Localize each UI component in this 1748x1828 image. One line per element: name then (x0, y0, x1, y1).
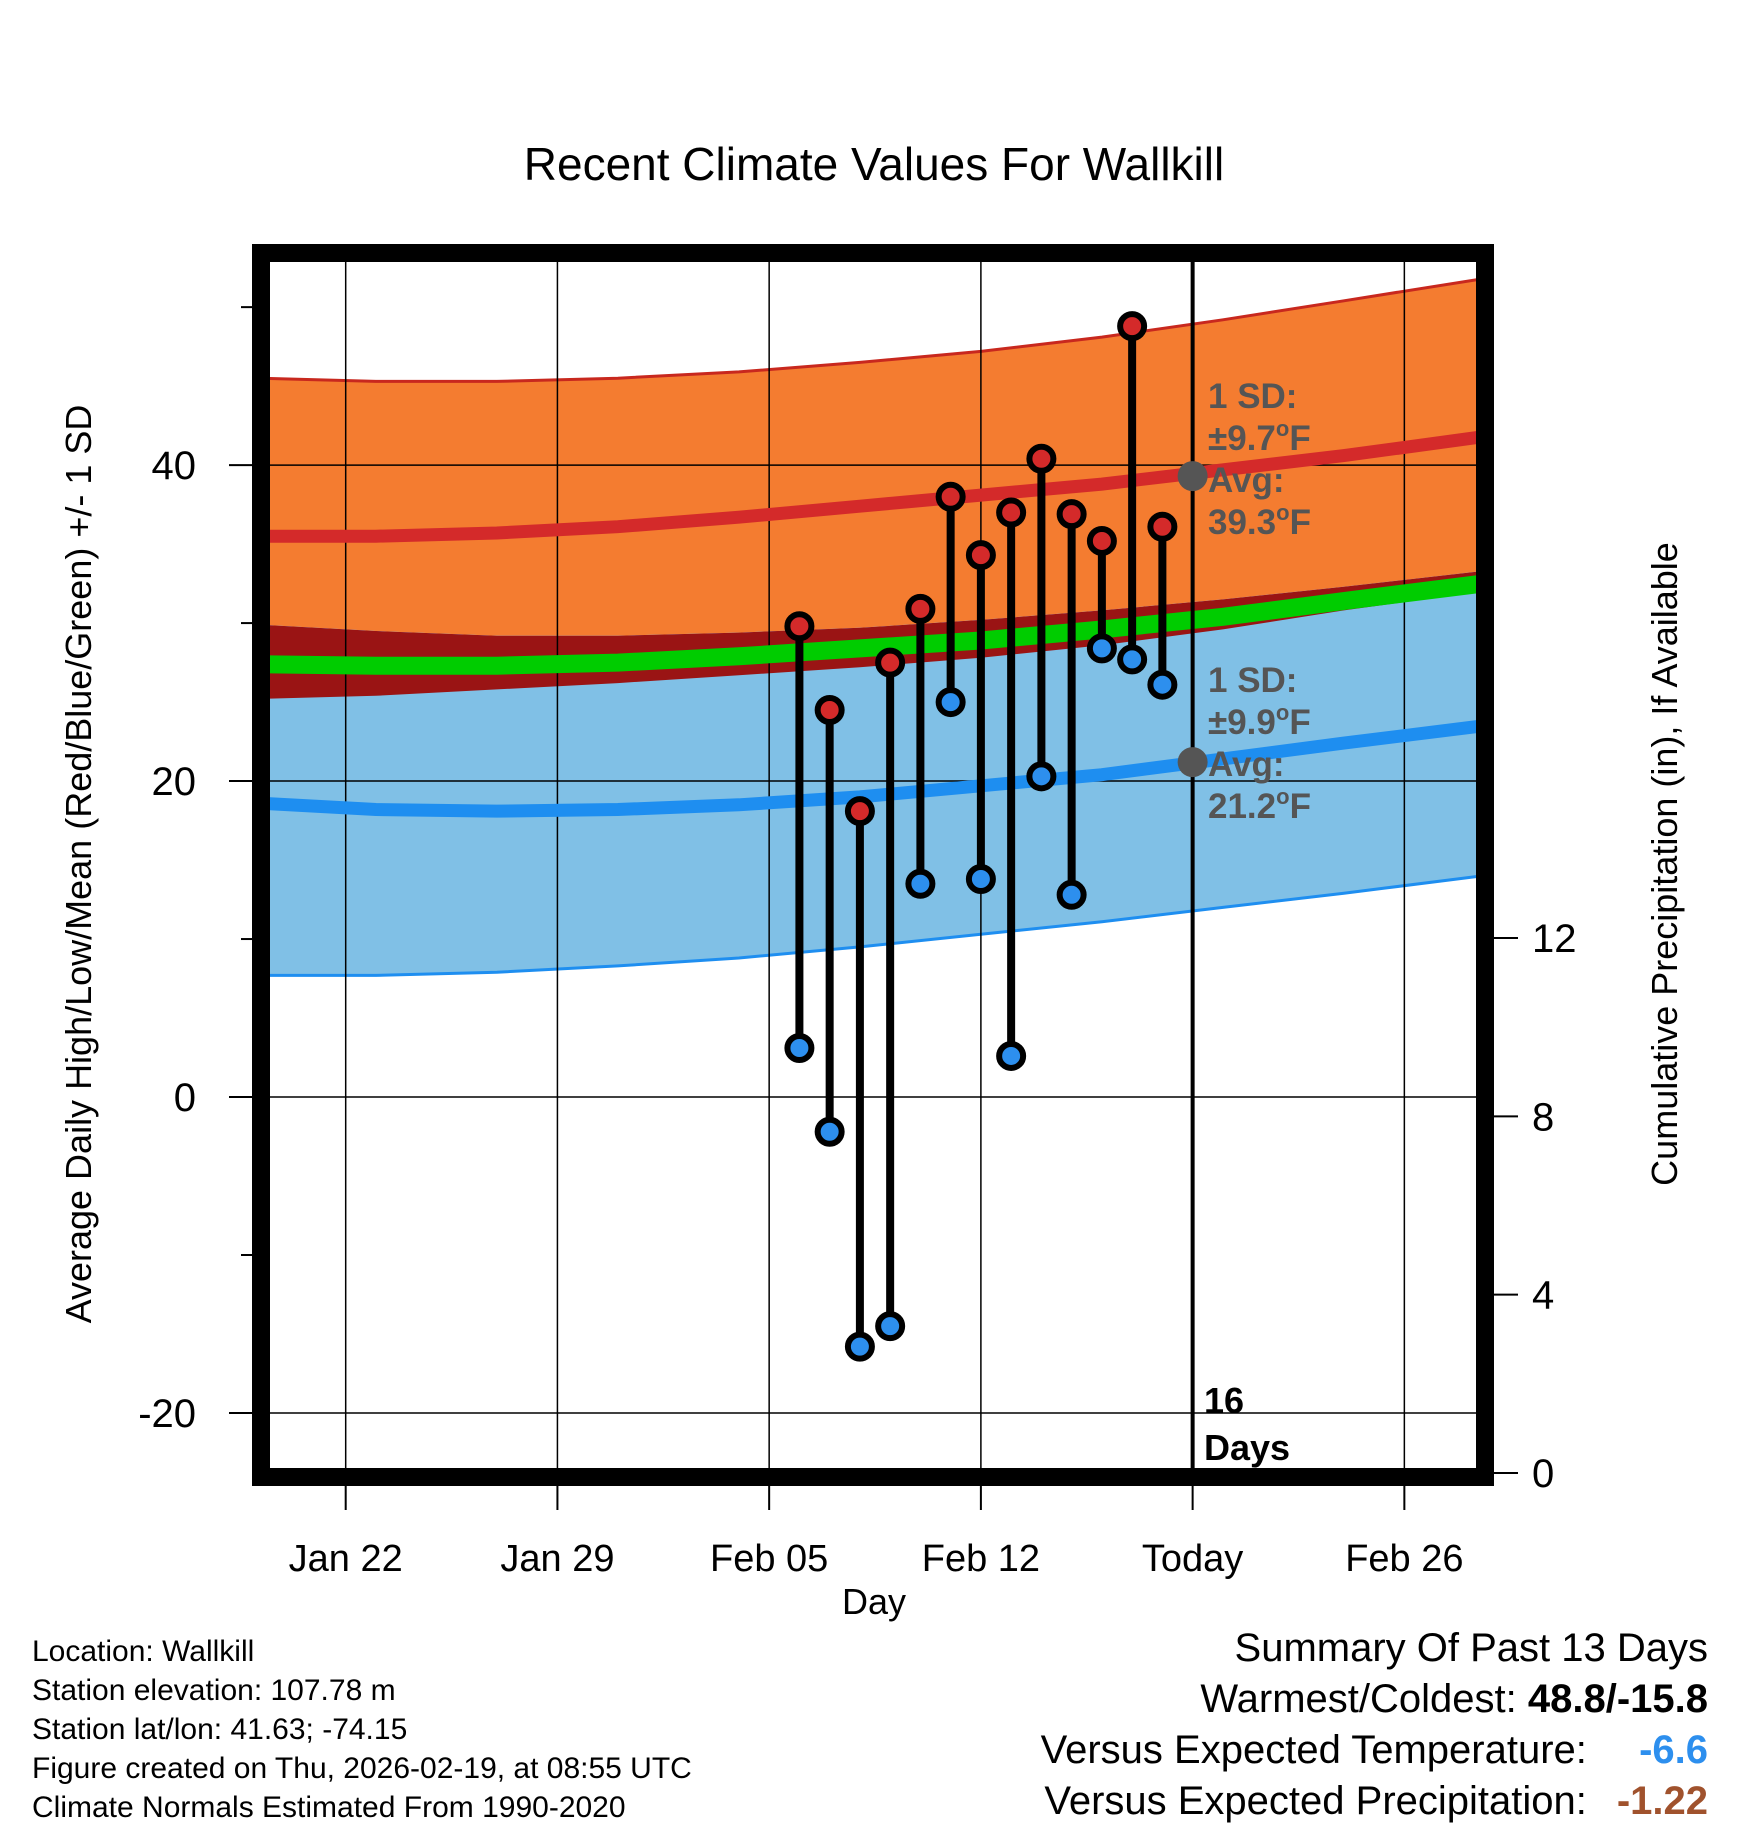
unit-label: F (1289, 703, 1310, 742)
summary-panel: Summary Of Past 13 Days Warmest/Coldest:… (1041, 1623, 1708, 1827)
low-point (875, 1311, 906, 1342)
high-point (935, 481, 966, 512)
low-point (935, 687, 966, 718)
y-tick-label-left: 0 (174, 1076, 196, 1120)
plot-area (261, 255, 1483, 1473)
low-avg-label: Avg: (1208, 745, 1284, 784)
x-axis-label: Day (842, 1581, 906, 1622)
summary-warmest-row: Warmest/Coldest: 48.8/-15.8 (1041, 1674, 1708, 1725)
low-avg-value: 21.2oF (1208, 784, 1311, 826)
high-sd-value: ±9.7oF (1208, 416, 1311, 458)
location-text: Location: Wallkill (32, 1635, 255, 1668)
x-tick-label: Today (1142, 1538, 1243, 1580)
low-point (1086, 633, 1117, 664)
y-axis-label-right: Cumulative Precipitation (in), If Availa… (1644, 542, 1685, 1186)
warmest-value: 48.8/-15.8 (1527, 1677, 1708, 1721)
y-tick-label-left: 20 (152, 760, 197, 804)
degree-superscript: o (1276, 700, 1289, 725)
chart-title: Recent Climate Values For Wallkill (524, 138, 1224, 190)
low-sd-value: ±9.9oF (1208, 700, 1311, 742)
unit-label: F (1289, 419, 1310, 458)
plot-frame (252, 244, 1494, 1486)
latlon-text: Station lat/lon: 41.63; -74.15 (32, 1713, 408, 1746)
today-days-number: 16 (1204, 1380, 1244, 1421)
high-point (996, 497, 1027, 528)
low-point (1147, 669, 1178, 700)
low-point (996, 1040, 1027, 1071)
low-sd-label: 1 SD: (1208, 661, 1297, 700)
high-point (1147, 511, 1178, 542)
high-point (1056, 499, 1087, 530)
y-axis-label-left: Average Daily High/Low/Mean (Red/Blue/Gr… (58, 405, 99, 1324)
summary-title: Summary Of Past 13 Days (1234, 1626, 1708, 1670)
y-tick-label-right: 0 (1532, 1452, 1554, 1496)
axes: Average Daily High/Low/Mean (Red/Blue/Gr… (58, 244, 1685, 1622)
temp-value: -6.6 (1639, 1728, 1708, 1772)
high-point (814, 694, 845, 725)
degree-superscript: o (1276, 500, 1289, 525)
high-avg-line (261, 430, 1483, 543)
normals-text: Climate Normals Estimated From 1990-2020 (32, 1791, 626, 1824)
low-point (905, 868, 936, 899)
degree-superscript: o (1276, 784, 1289, 809)
high-point (875, 647, 906, 678)
y-tick-label-right: 12 (1532, 917, 1577, 961)
low-avg-dot (1177, 747, 1208, 778)
summary-precip-row: Versus Expected Precipitation: -1.22 (1041, 1776, 1708, 1827)
climate-chart: Recent Climate Values For Wallkill 1 SD:… (58, 138, 1685, 1622)
y-tick-label-left: 40 (152, 444, 197, 488)
high-avg-value: 39.3oF (1208, 500, 1311, 542)
today-days-label: Days (1204, 1427, 1290, 1468)
high-point (1086, 525, 1117, 556)
degree-superscript: o (1276, 416, 1289, 441)
mean-avg-line (261, 574, 1483, 675)
precip-label: Versus Expected Precipitation: (1044, 1779, 1587, 1823)
high-avg-label: Avg: (1208, 461, 1284, 500)
summary-temp-row: Versus Expected Temperature: -6.6 (1041, 1725, 1708, 1776)
precip-value: -1.22 (1616, 1779, 1708, 1823)
high-point (844, 796, 875, 827)
low-point (1056, 879, 1087, 910)
temp-label: Versus Expected Temperature: (1040, 1728, 1587, 1772)
elevation-text: Station elevation: 107.78 m (32, 1674, 396, 1707)
x-tick-label: Feb 12 (922, 1538, 1040, 1580)
y-tick-label-right: 4 (1532, 1274, 1554, 1318)
low-point (844, 1331, 875, 1362)
high-point (1117, 311, 1148, 342)
low-point (1026, 761, 1057, 792)
warmest-label: Warmest/Coldest: (1200, 1677, 1517, 1721)
x-tick-label: Feb 26 (1345, 1538, 1463, 1580)
y-tick-label-right: 8 (1532, 1095, 1554, 1139)
high-point (784, 611, 815, 642)
high-sd-band (261, 278, 1483, 636)
x-tick-label: Jan 29 (500, 1538, 614, 1580)
created-text: Figure created on Thu, 2026-02-19, at 08… (32, 1752, 692, 1785)
low-point (814, 1116, 845, 1147)
high-upper-line (261, 277, 1483, 383)
low-point (1117, 644, 1148, 675)
y-tick-label-left: -20 (138, 1392, 196, 1436)
station-info: Location: Wallkill Station elevation: 10… (32, 1632, 692, 1827)
unit-label: F (1290, 787, 1311, 826)
high-point (905, 593, 936, 624)
high-point (1026, 443, 1057, 474)
unit-label: F (1290, 503, 1311, 542)
high-point (965, 540, 996, 571)
high-sd-label: 1 SD: (1208, 377, 1297, 416)
low-point (965, 864, 996, 895)
x-tick-label: Feb 05 (710, 1538, 828, 1580)
x-tick-label: Jan 22 (289, 1538, 403, 1580)
high-avg-dot (1177, 461, 1208, 492)
low-point (784, 1033, 815, 1064)
